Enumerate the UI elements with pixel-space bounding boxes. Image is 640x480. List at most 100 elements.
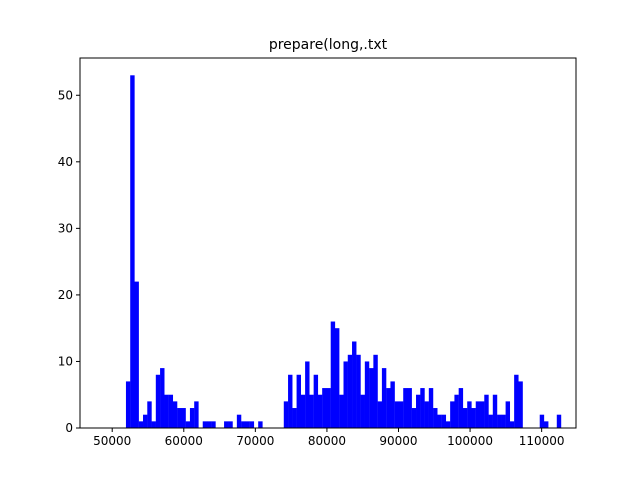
y-tick-label: 10 — [58, 354, 73, 368]
histogram-bar — [411, 408, 417, 428]
histogram-bar — [305, 361, 310, 428]
histogram-bar — [437, 414, 442, 428]
histogram-bar — [475, 401, 481, 428]
histogram-bar — [484, 394, 489, 428]
histogram-bar — [480, 401, 485, 428]
histogram-bar — [334, 328, 340, 428]
histogram-bar — [326, 388, 331, 428]
x-tick-label: 100000 — [447, 434, 493, 448]
histogram-bar — [177, 408, 182, 428]
histogram-bar — [454, 394, 459, 428]
histogram-bar — [224, 421, 229, 428]
histogram-bar — [317, 394, 323, 428]
histogram-bar — [420, 388, 425, 428]
histogram-bar — [543, 421, 549, 428]
histogram-bar — [352, 341, 357, 428]
histogram-bar — [194, 401, 199, 428]
histogram-bar — [245, 421, 250, 428]
histogram-bar — [390, 381, 395, 428]
histogram-bar — [509, 421, 515, 428]
histogram-bar — [356, 354, 361, 428]
histogram-bar — [343, 361, 348, 428]
histogram-bar — [202, 421, 208, 428]
histogram-bar — [249, 421, 255, 428]
histogram-bar — [168, 394, 174, 428]
histogram-bar — [258, 421, 263, 428]
histogram-bar — [539, 414, 545, 428]
histogram-bar — [313, 374, 319, 428]
histogram-bar — [441, 414, 447, 428]
histogram-bar — [151, 421, 156, 428]
histogram-bar — [339, 394, 344, 428]
bars-group — [125, 75, 562, 428]
histogram-bar — [381, 368, 387, 428]
histogram-bar — [373, 354, 378, 428]
histogram-bar — [514, 374, 519, 428]
histogram-bar — [130, 75, 135, 428]
x-tick-label: 70000 — [236, 434, 274, 448]
histogram-bar — [450, 401, 455, 428]
histogram-bar — [458, 388, 464, 428]
histogram-bar — [288, 374, 293, 428]
histogram-bar — [164, 394, 169, 428]
histogram-bar — [160, 368, 165, 428]
histogram-bar — [403, 388, 408, 428]
histogram-bar — [364, 361, 370, 428]
histogram-bar — [488, 414, 493, 428]
histogram-bar — [330, 321, 336, 428]
y-tick-label: 30 — [58, 221, 73, 235]
y-tick-label: 50 — [58, 88, 73, 102]
y-tick-label: 0 — [65, 421, 73, 435]
histogram-bar — [228, 421, 233, 428]
histogram-bar — [236, 414, 242, 428]
histogram-bar — [172, 401, 178, 428]
histogram-bar — [501, 414, 506, 428]
histogram-bar — [360, 394, 365, 428]
y-tick-label: 40 — [58, 155, 73, 169]
histogram-bar — [125, 381, 131, 428]
histogram-bar — [143, 414, 148, 428]
histogram-bar — [445, 421, 451, 428]
histogram-bar — [492, 394, 498, 428]
histogram-bar — [189, 408, 195, 428]
histogram-bar — [505, 401, 511, 428]
histogram-bar — [296, 374, 301, 428]
histogram-bar — [206, 421, 212, 428]
histogram-bar — [283, 401, 289, 428]
histogram-bar — [518, 381, 523, 428]
histogram-bar — [398, 401, 404, 428]
histogram-bar — [147, 401, 152, 428]
histogram-bar — [471, 408, 476, 428]
histogram-bar — [377, 401, 383, 428]
histogram-bar — [467, 401, 472, 428]
x-axis-ticks: 50000 60000 70000 80000 90000 100000 110000 — [93, 428, 565, 448]
histogram-bar — [407, 388, 412, 428]
histogram-bar — [369, 368, 374, 428]
histogram-bar — [292, 408, 297, 428]
x-tick-label: 110000 — [519, 434, 565, 448]
histogram-bar — [241, 421, 246, 428]
histogram-bar — [155, 374, 161, 428]
x-tick-label: 50000 — [93, 434, 131, 448]
histogram-bar — [138, 421, 144, 428]
chart-title: prepare(long,.txt — [269, 37, 388, 53]
histogram-bar — [394, 401, 400, 428]
x-tick-label: 80000 — [308, 434, 346, 448]
histogram-bar — [322, 388, 327, 428]
x-tick-label: 90000 — [379, 434, 417, 448]
histogram-bar — [181, 408, 186, 428]
histogram-bar — [424, 401, 429, 428]
y-tick-label: 20 — [58, 288, 73, 302]
histogram-bar — [300, 394, 306, 428]
histogram-bar — [462, 408, 468, 428]
histogram-bar — [428, 388, 434, 428]
histogram-bar — [347, 354, 353, 428]
histogram-bar — [433, 408, 438, 428]
histogram-bar — [386, 388, 391, 428]
histogram-bar — [416, 394, 421, 428]
x-tick-label: 60000 — [165, 434, 203, 448]
plot-frame — [79, 57, 577, 429]
histogram-bar — [309, 394, 314, 428]
histogram-bar — [211, 421, 216, 428]
